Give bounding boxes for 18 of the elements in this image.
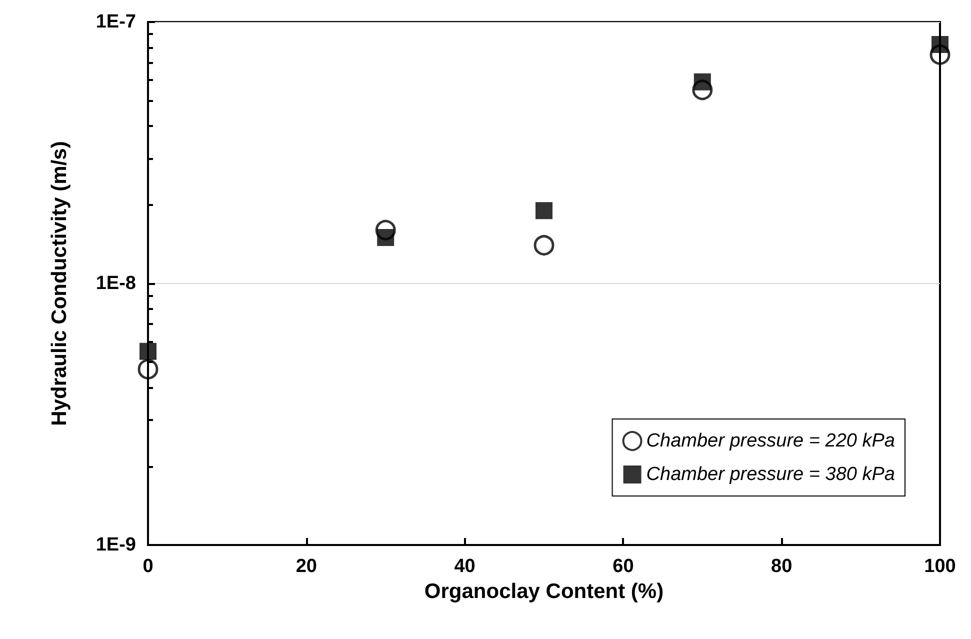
x-tick-label: 100 [924, 556, 956, 577]
legend-label: Chamber pressure = 220 kPa [646, 430, 895, 452]
x-tick-label: 40 [454, 556, 476, 577]
x-tick-label: 0 [142, 556, 154, 577]
y-axis-title: Hydraulic Conductivity (m/s) [48, 141, 71, 426]
point [138, 359, 158, 380]
point [140, 342, 156, 360]
x-tick-label: 20 [296, 556, 317, 577]
y-tick-label: 1E-9 [96, 534, 136, 556]
x-tick-label: 80 [771, 556, 792, 577]
point [536, 202, 552, 220]
legend-label: Chamber pressure = 380 kPa [646, 464, 895, 485]
point [932, 36, 948, 54]
x-axis-title: Organoclay Content (%) [424, 580, 664, 603]
y-tick-label: 1E-8 [96, 273, 136, 294]
x-tick-label: 60 [612, 556, 634, 577]
point [534, 235, 554, 256]
y-tick-label: 1E-7 [96, 12, 136, 32]
